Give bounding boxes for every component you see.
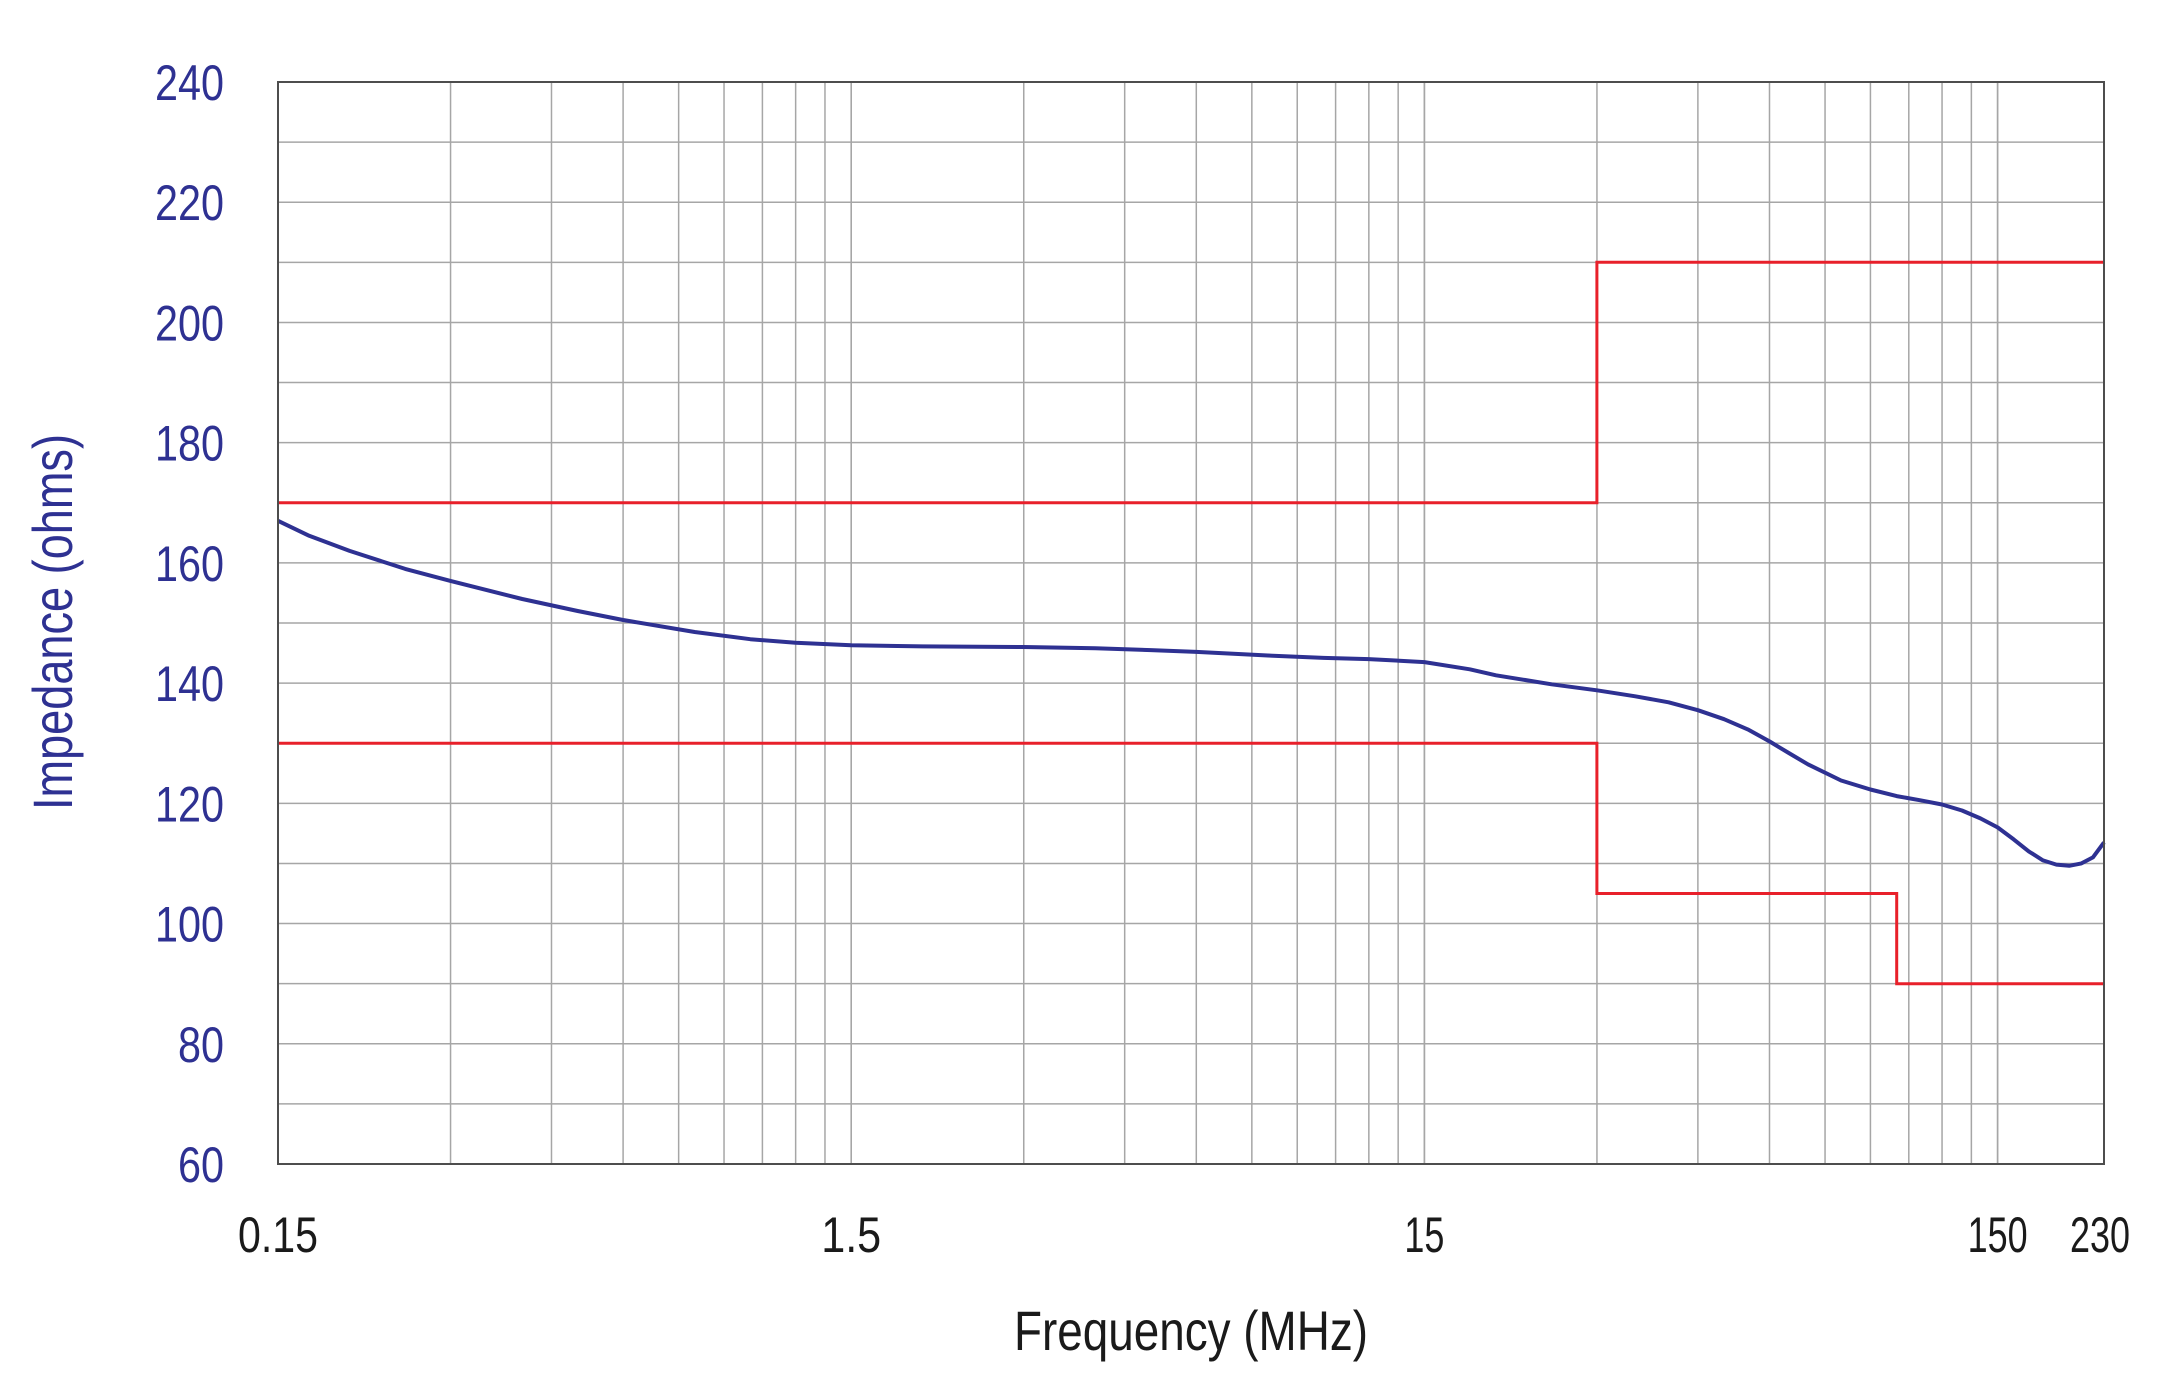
lower-limit-line — [278, 741, 2104, 986]
y-tick-label: 180 — [155, 416, 224, 472]
x-tick-label: 150 — [1968, 1207, 2028, 1263]
impedance-curves — [277, 518, 2106, 868]
x-tick-label: 0.15 — [238, 1207, 318, 1263]
y-tick-label: 220 — [155, 175, 224, 231]
x-tick-label: 1.5 — [821, 1207, 881, 1263]
y-axis-ticks: 60 80 100 120 140 160 180 200 220 240 — [155, 55, 224, 1193]
grid — [278, 82, 2104, 1164]
y-tick-label: 100 — [155, 897, 224, 953]
y-tick-label: 140 — [155, 656, 224, 712]
y-tick-label: 160 — [155, 536, 224, 592]
y-axis-label: Impedance (ohms) — [21, 434, 84, 810]
x-tick-label: 230 — [2070, 1207, 2130, 1263]
x-tick-label: 15 — [1404, 1207, 1444, 1263]
y-tick-label: 120 — [155, 776, 224, 832]
y-tick-label: 80 — [178, 1017, 224, 1073]
plot-frame — [277, 81, 2105, 1165]
limit-lines — [278, 260, 2104, 986]
y-tick-label: 60 — [178, 1137, 224, 1193]
x-axis-label: Frequency (MHz) — [1014, 1299, 1368, 1362]
upper-limit-line — [278, 260, 2104, 505]
impedance-curve — [277, 518, 2106, 868]
y-tick-label: 200 — [155, 295, 224, 351]
x-axis-ticks: 0.15 1.5 15 150 230 — [238, 1207, 2130, 1263]
y-tick-label: 240 — [155, 55, 224, 111]
